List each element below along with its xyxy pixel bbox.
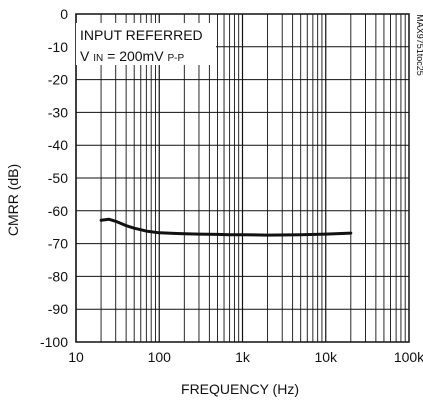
- y-tick-label: -40: [48, 137, 68, 153]
- y-tick-label: -60: [48, 203, 68, 219]
- annotation-sub-in: IN: [93, 53, 103, 64]
- y-tick-labels: 0 -10 -20 -30 -40 -50 -60 -70 -80 -90 -100: [40, 6, 68, 350]
- figure-id-label: MAX9751toc25: [415, 14, 423, 76]
- x-tick-labels: 10 100 1k 10k 100k: [68, 349, 423, 365]
- y-axis-label: CMRR (dB): [5, 164, 21, 236]
- x-tick-label: 10: [68, 349, 84, 365]
- annotation-background: [76, 23, 216, 65]
- series-group: [99, 217, 353, 237]
- annotation-line-1: INPUT REFERRED: [80, 27, 203, 43]
- x-tick-label: 10k: [314, 349, 338, 365]
- y-tick-label: 0: [60, 6, 68, 22]
- y-tick-label: -90: [48, 301, 68, 317]
- x-tick-label: 1k: [235, 349, 251, 365]
- y-tick-label: -50: [48, 170, 68, 186]
- x-tick-label: 100k: [394, 349, 423, 365]
- annotation-line-2: V IN = 200mV P-P: [80, 48, 184, 64]
- y-tick-label: -80: [48, 268, 68, 284]
- annotation-v: V: [80, 48, 90, 64]
- y-tick-label: -30: [48, 104, 68, 120]
- annotation-box: INPUT REFERRED V IN = 200mV P-P: [76, 23, 216, 65]
- x-axis-label: FREQUENCY (Hz): [181, 381, 299, 397]
- y-tick-label: -20: [48, 72, 68, 88]
- annotation-value: = 200mV: [107, 48, 164, 64]
- plot-frame: [75, 13, 410, 343]
- y-tick-label: -100: [40, 334, 68, 350]
- y-tick-label: -70: [48, 236, 68, 252]
- cmrr-curve: [99, 217, 353, 237]
- x-tick-label: 100: [148, 349, 172, 365]
- annotation-sub-pp: P-P: [167, 53, 184, 64]
- y-tick-label: -10: [48, 39, 68, 55]
